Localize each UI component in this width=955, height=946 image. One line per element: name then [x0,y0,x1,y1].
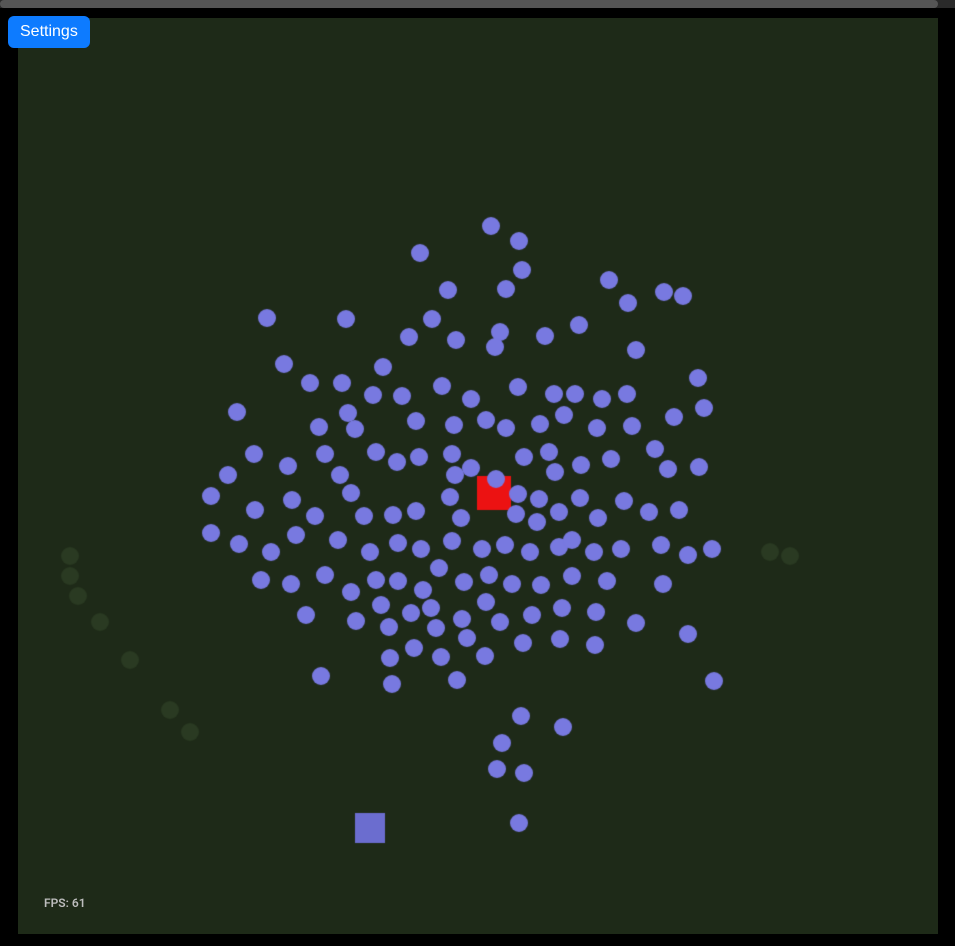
game-viewport[interactable] [18,18,938,934]
scrollbar-horizontal[interactable] [0,0,955,8]
app-frame: Settings FPS: 61 [0,0,955,946]
fps-counter: FPS: 61 [44,896,86,910]
game-canvas[interactable] [18,18,938,934]
scrollbar-thumb[interactable] [0,0,938,8]
settings-button[interactable]: Settings [8,16,90,48]
fps-label: FPS: [44,896,72,910]
fps-value: 61 [72,896,86,910]
